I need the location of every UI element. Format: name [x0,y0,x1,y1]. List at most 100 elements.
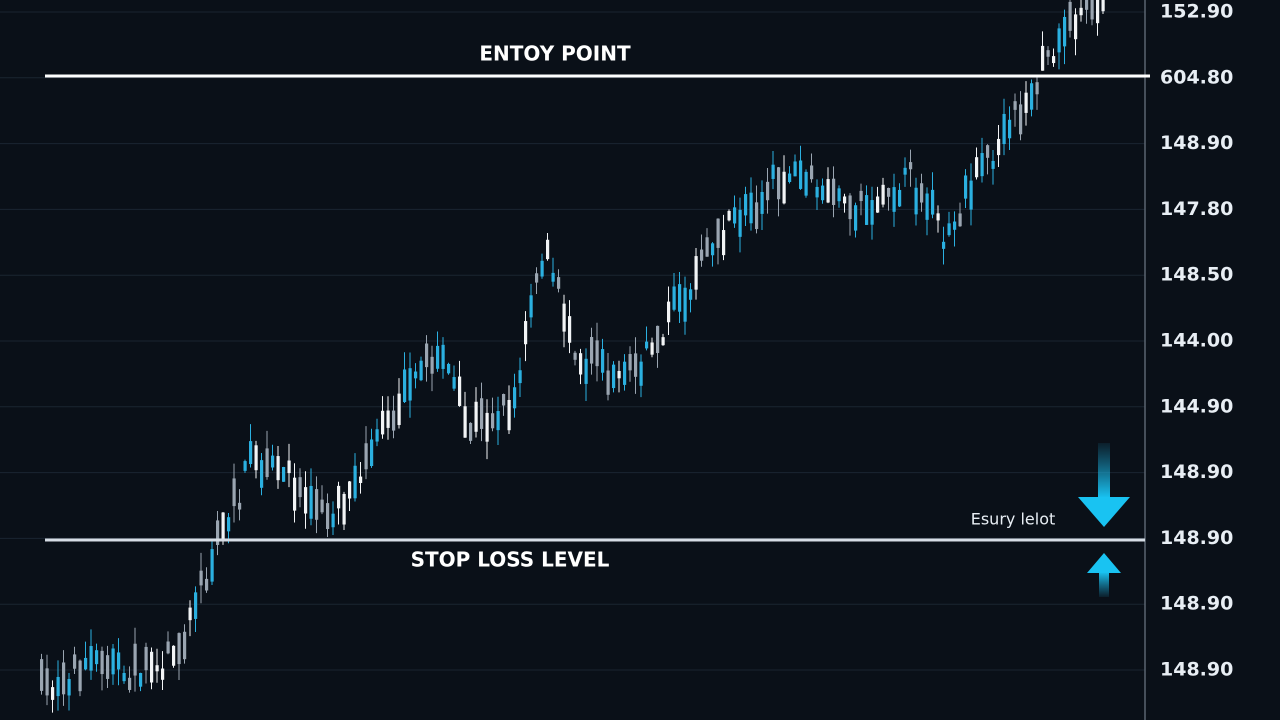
candle-body [1035,82,1039,95]
candle-body [848,195,852,220]
candle-body [507,399,511,431]
candle-body [106,655,110,679]
candle-body [678,284,682,312]
candle-body [782,171,786,204]
price-label: 148.90 [1160,132,1233,154]
candle-body [843,196,847,204]
candle-body [909,162,913,170]
candle-body [722,230,726,256]
candle-body [144,646,148,671]
candle-body [711,243,715,256]
candle-body [238,502,242,510]
candle-body [403,369,407,403]
candle-body [447,363,451,374]
price-label: 152.90 [1160,1,1233,23]
entry-label: ENTOY POINT [479,42,631,66]
candle-body [414,371,418,379]
candle-body [485,412,489,442]
candle-body [111,648,115,675]
candle-body [260,460,264,488]
candle-body [315,489,319,520]
candle-body [936,213,940,221]
candle-body [155,665,159,672]
candle-body [496,411,500,431]
candle-body [1101,0,1105,12]
candle-body [854,205,858,231]
candle-body [249,441,253,465]
candle-body [887,187,891,197]
candle-body [265,448,269,478]
candle-body [342,493,346,525]
candle-body [166,641,170,654]
candle-body [40,659,44,691]
candle-body [161,668,165,680]
candle-body [920,183,924,203]
candle-body [287,460,291,474]
candle-body [1008,119,1012,139]
candle-body [254,445,258,471]
grid [0,11,1145,671]
candle-body [639,361,643,386]
candle-body [430,356,434,374]
candle-body [100,650,104,675]
candle-body [969,180,973,210]
candle-body [298,477,302,498]
candle-body [293,477,297,511]
candle-body [645,341,649,349]
candle-body [425,343,429,368]
candle-body [271,455,275,468]
candle-body [436,345,440,369]
candle-body [199,570,203,586]
candle-body [364,443,368,470]
candle-body [56,676,60,697]
candle-body [766,181,770,201]
candle-body [672,286,676,310]
candle-body [1063,16,1067,47]
candle-body [386,410,390,428]
candle-body [1079,7,1083,16]
candle-body [683,287,687,322]
candle-body [419,360,423,381]
candle-body [408,368,412,401]
candle-body [540,260,544,277]
candle-body [397,393,401,426]
candle-body [601,349,605,373]
candle-body [804,171,808,196]
candle-body [694,256,698,290]
candle-body [788,173,792,183]
candle-body [518,370,522,384]
candle-body [749,192,753,224]
candle-body [634,353,638,377]
candle-body [760,192,764,214]
candle-body [84,657,88,670]
candle-body [667,301,671,323]
candle-body [656,325,660,354]
candle-body [331,513,335,528]
candle-body [793,161,797,177]
candle-body [78,660,82,692]
candle-body [898,189,902,207]
candle-body [51,687,55,700]
price-label: 147.80 [1160,198,1233,220]
candle-body [73,654,77,669]
candle-body [551,272,555,282]
candle-body [832,178,836,205]
candle-body [375,429,379,442]
candle-body [243,461,247,471]
down-arrow [1078,443,1130,527]
candle-body [309,485,313,519]
candle-body [89,646,93,671]
candle-body [370,439,374,467]
candle-body [573,352,577,360]
candle-body [947,223,951,236]
candle-body [606,370,610,395]
candle-body [128,677,132,690]
candle-body [441,344,445,369]
candle-body [903,167,907,175]
candle-body [133,643,137,676]
candle-body [1074,14,1078,40]
candle-body [348,481,352,499]
candle-body [524,321,528,345]
candle-body [568,316,572,343]
